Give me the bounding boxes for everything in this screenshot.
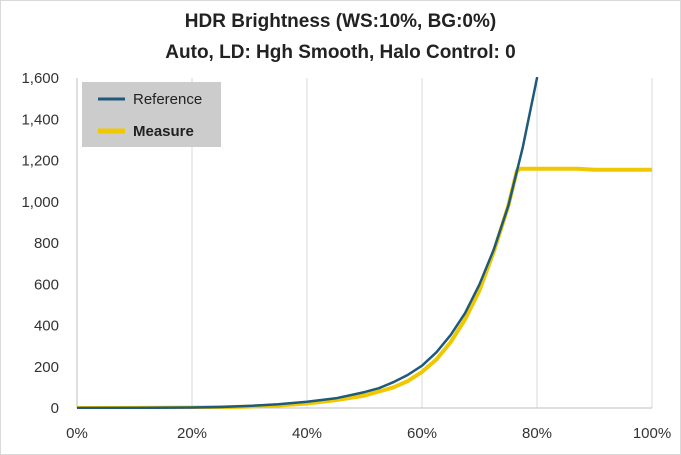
y-tick-label: 1,600 (21, 70, 59, 87)
y-tick-label: 400 (34, 318, 59, 335)
chart-title: HDR Brightness (WS:10%, BG:0%) (184, 11, 497, 32)
chart-subtitle: Auto, LD: Hgh Smooth, Halo Control: 0 (165, 42, 516, 63)
series-line-measure (77, 166, 652, 409)
y-tick-label: 200 (34, 359, 59, 376)
x-tick-label: 60% (407, 425, 437, 442)
x-tick-label: 80% (522, 425, 552, 442)
y-tick-label: 1,200 (21, 153, 59, 170)
x-tick-label: 20% (177, 425, 207, 442)
y-tick-label: 0 (51, 400, 59, 417)
legend-label-reference: Reference (133, 91, 202, 108)
legend-box (82, 82, 221, 147)
y-tick-label: 800 (34, 235, 59, 252)
x-tick-label: 0% (66, 425, 88, 442)
y-tick-label: 1,400 (21, 111, 59, 128)
x-tick-label: 100% (633, 425, 671, 442)
x-tick-label: 40% (292, 425, 322, 442)
y-tick-label: 600 (34, 276, 59, 293)
y-tick-label: 1,000 (21, 194, 59, 211)
legend-label-measure: Measure (133, 123, 194, 140)
series-line-reference (77, 77, 539, 409)
axes: 0% 20% 40% 60% 80% 100% 0 200 400 600 800 1,000 1,20… (21, 70, 671, 442)
series-lines (77, 77, 652, 409)
grid-lines (191, 78, 653, 408)
legend: Reference Measure (82, 82, 221, 147)
